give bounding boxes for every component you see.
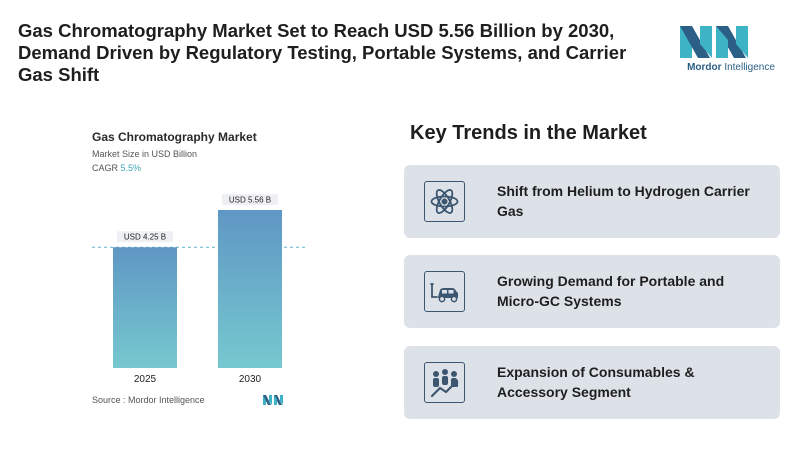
data-label-box xyxy=(222,194,278,205)
trend-label: Growing Demand for Portable and Micro-GC… xyxy=(497,273,725,309)
chart-cagr: CAGR 5.5% xyxy=(92,163,142,173)
key-trends-title: Key Trends in the Market xyxy=(410,122,647,144)
atom-icon xyxy=(424,181,465,222)
trend-label: Expansion of Consumables & Accessory Seg… xyxy=(497,364,695,400)
bar-2030 xyxy=(218,210,282,368)
source-logo-icon xyxy=(263,395,283,405)
bar-chart-canvas: USD 4.25 B 2025 USD 5.56 B 2030 xyxy=(92,194,308,385)
mordor-intelligence-logo: Mordor Intelligence xyxy=(676,20,786,80)
chart-subtitle: Market Size in USD Billion xyxy=(92,149,198,159)
trend-card-portable: Growing Demand for Portable and Micro-GC… xyxy=(404,255,780,328)
market-size-chart: USD 4.25 B 2025 USD 5.56 B 2030 Gas Chromat… xyxy=(80,124,328,414)
bar-2025 xyxy=(113,247,177,368)
logo-wordmark: Mordor Intelligence xyxy=(687,62,775,73)
data-label-box xyxy=(117,231,173,243)
trend-label: Shift from Helium to Hydrogen Carrier Ga… xyxy=(497,183,750,219)
headline: Gas Chromatography Market Set to Reach U… xyxy=(18,20,627,85)
trend-card-consumables: Expansion of Consumables & Accessory Seg… xyxy=(404,346,780,419)
data-label: USD 5.56 B xyxy=(229,196,271,205)
category-label: 2030 xyxy=(239,374,262,385)
category-label: 2025 xyxy=(134,374,157,385)
chart-source: Source : Mordor Intelligence xyxy=(92,395,205,405)
chart-title: Gas Chromatography Market xyxy=(92,130,257,144)
data-label: USD 4.25 B xyxy=(124,233,166,242)
ev-car-icon xyxy=(424,271,465,312)
growth-people-icon xyxy=(424,362,465,403)
trend-card-hydrogen: Shift from Helium to Hydrogen Carrier Ga… xyxy=(404,165,780,238)
cagr-value: 5.5% xyxy=(120,163,142,173)
